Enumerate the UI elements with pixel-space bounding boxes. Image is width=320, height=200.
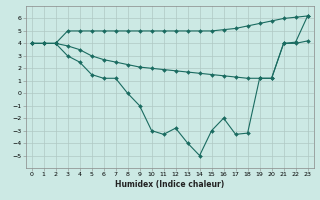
- X-axis label: Humidex (Indice chaleur): Humidex (Indice chaleur): [115, 180, 224, 189]
